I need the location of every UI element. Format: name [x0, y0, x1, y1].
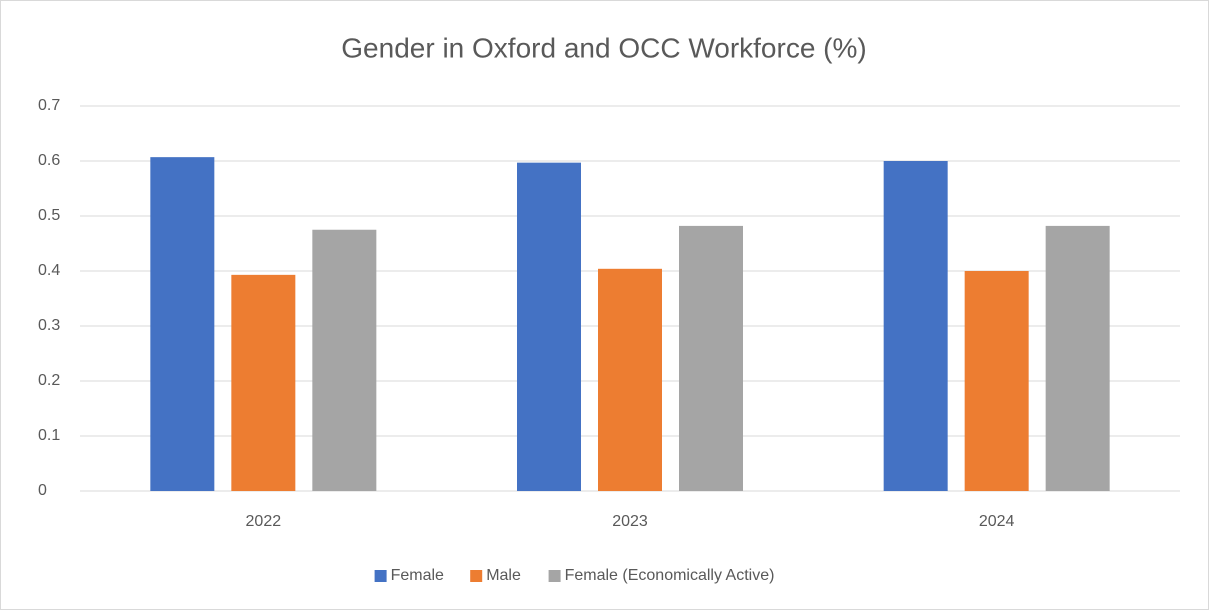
bar	[679, 225, 743, 491]
x-tick-label: 2023	[612, 513, 648, 530]
bar	[231, 274, 296, 491]
bar	[1045, 225, 1110, 491]
y-tick-label: 0.1	[38, 427, 60, 444]
y-tick-label: 0.7	[38, 97, 60, 114]
bar	[150, 157, 215, 491]
bar	[883, 161, 948, 491]
legend-swatch	[548, 570, 561, 582]
legend-swatch	[374, 570, 387, 582]
y-tick-label: 0.6	[38, 152, 60, 169]
y-tick-label: 0	[38, 482, 47, 499]
x-tick-label: 2022	[246, 513, 282, 530]
bar	[964, 271, 1029, 491]
bar	[598, 268, 662, 491]
legend-label: Female (Economically Active)	[565, 567, 775, 584]
y-tick-label: 0.5	[38, 207, 60, 224]
legend-swatch	[470, 570, 483, 582]
y-tick-label: 0.2	[38, 372, 60, 389]
y-tick-label: 0.4	[38, 262, 60, 279]
bar	[312, 229, 377, 491]
y-tick-label: 0.3	[38, 317, 60, 334]
x-tick-label: 2024	[979, 513, 1015, 530]
chart-title: Gender in Oxford and OCC Workforce (%)	[341, 32, 866, 63]
bar	[517, 162, 581, 491]
legend-label: Female	[391, 567, 444, 584]
legend-label: Male	[486, 567, 521, 584]
